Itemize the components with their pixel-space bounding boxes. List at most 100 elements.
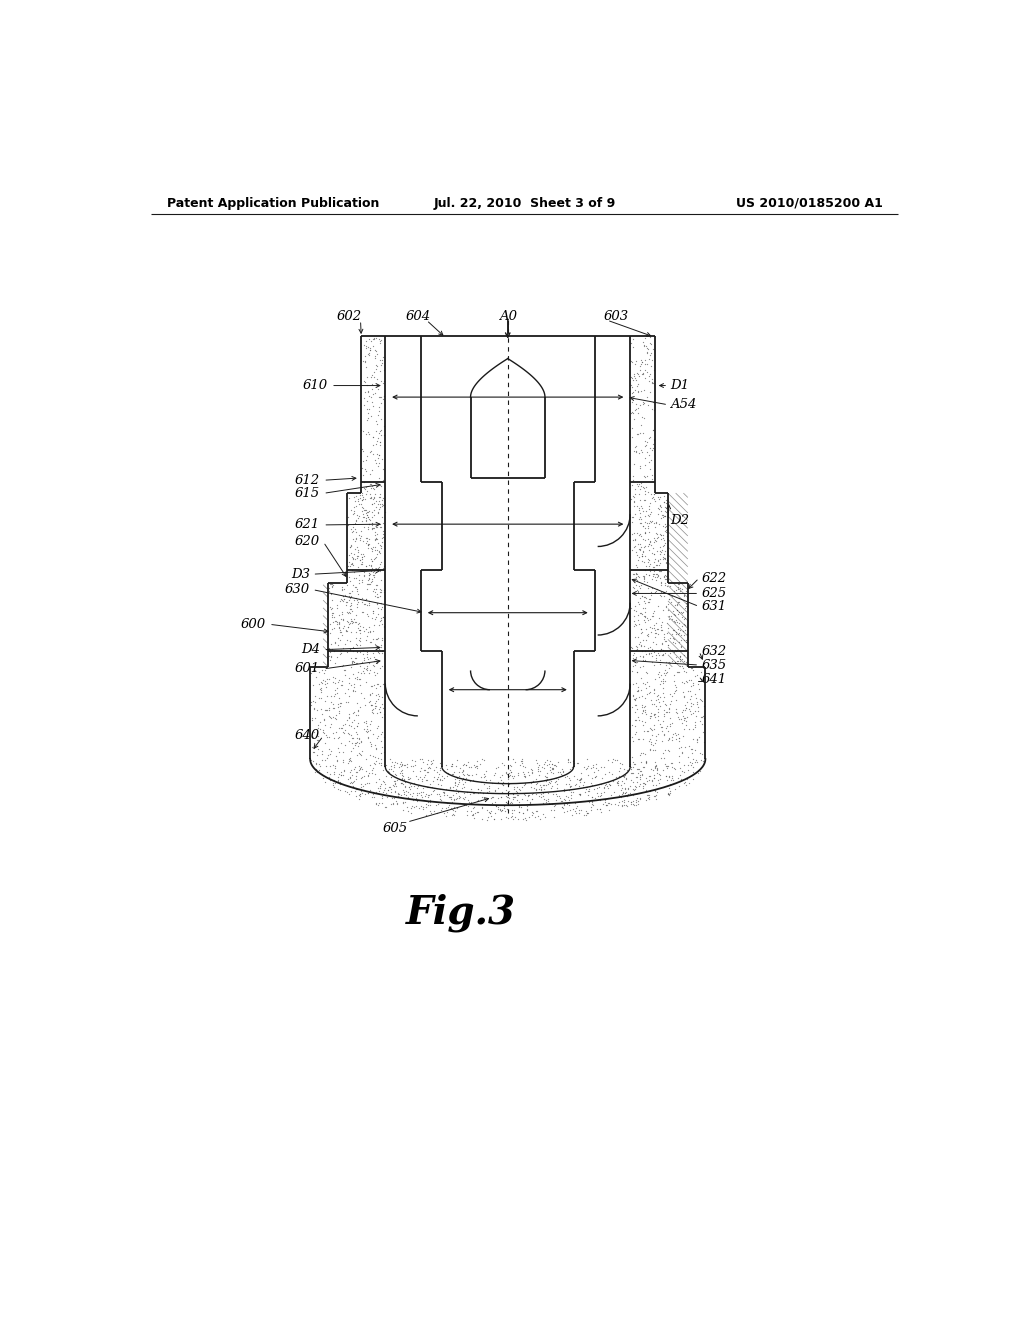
Point [348, 640, 365, 661]
Point [347, 568, 364, 589]
Point [684, 764, 700, 785]
Point [390, 783, 407, 804]
Point [440, 762, 457, 783]
Point [627, 701, 643, 722]
Point [640, 591, 656, 612]
Point [670, 661, 686, 682]
Point [367, 747, 383, 768]
Point [324, 606, 340, 627]
Point [643, 718, 659, 739]
Point [372, 585, 388, 606]
Point [668, 680, 684, 701]
Point [374, 495, 390, 516]
Point [361, 692, 378, 713]
Point [401, 768, 418, 789]
Point [318, 700, 335, 721]
Point [351, 675, 368, 696]
Point [364, 539, 380, 560]
Point [632, 533, 648, 554]
Point [374, 792, 390, 813]
Point [474, 748, 490, 770]
Point [509, 784, 525, 805]
Point [636, 606, 652, 627]
Point [344, 553, 360, 574]
Point [334, 602, 350, 623]
Point [667, 651, 683, 672]
Point [657, 755, 674, 776]
Point [627, 689, 643, 710]
Point [625, 762, 641, 783]
Point [628, 795, 644, 816]
Point [656, 739, 673, 760]
Point [376, 579, 392, 601]
Point [664, 727, 680, 748]
Point [667, 779, 683, 800]
Point [603, 784, 620, 805]
Point [604, 748, 621, 770]
Point [645, 532, 662, 553]
Point [376, 615, 392, 636]
Point [462, 771, 478, 792]
Point [656, 754, 673, 775]
Point [601, 799, 617, 820]
Point [370, 673, 386, 694]
Point [496, 797, 512, 818]
Point [652, 764, 669, 785]
Point [338, 620, 354, 642]
Point [343, 759, 359, 780]
Point [368, 579, 384, 601]
Point [689, 763, 706, 784]
Point [339, 630, 355, 651]
Point [474, 808, 490, 829]
Point [529, 772, 546, 793]
Point [415, 777, 431, 799]
Point [333, 733, 349, 754]
Point [664, 586, 680, 607]
Point [691, 726, 708, 747]
Point [474, 787, 490, 808]
Point [455, 760, 471, 781]
Point [374, 655, 390, 676]
Point [354, 651, 371, 672]
Point [458, 795, 474, 816]
Point [659, 519, 676, 540]
Point [630, 626, 646, 647]
Point [602, 775, 618, 796]
Point [536, 781, 552, 803]
Point [630, 636, 646, 657]
Point [397, 772, 414, 793]
Point [344, 611, 360, 632]
Point [426, 800, 442, 821]
Point [375, 346, 391, 367]
Point [366, 758, 382, 779]
Point [368, 628, 384, 649]
Point [543, 800, 559, 821]
Point [676, 771, 692, 792]
Point [592, 799, 608, 820]
Point [370, 557, 386, 578]
Point [330, 694, 346, 715]
Point [683, 693, 699, 714]
Point [657, 573, 674, 594]
Point [585, 791, 601, 812]
Point [305, 741, 322, 762]
Point [344, 653, 360, 675]
Point [653, 717, 670, 738]
Point [527, 779, 544, 800]
Point [657, 565, 674, 586]
Point [331, 702, 347, 723]
Point [678, 661, 694, 682]
Point [375, 698, 391, 719]
Point [627, 777, 643, 799]
Point [621, 791, 637, 812]
Point [407, 772, 423, 793]
Point [645, 552, 662, 573]
Point [674, 742, 690, 763]
Point [557, 774, 573, 795]
Point [368, 763, 384, 784]
Point [447, 767, 464, 788]
Point [633, 414, 649, 436]
Point [433, 774, 450, 795]
Point [641, 564, 657, 585]
Point [335, 590, 351, 611]
